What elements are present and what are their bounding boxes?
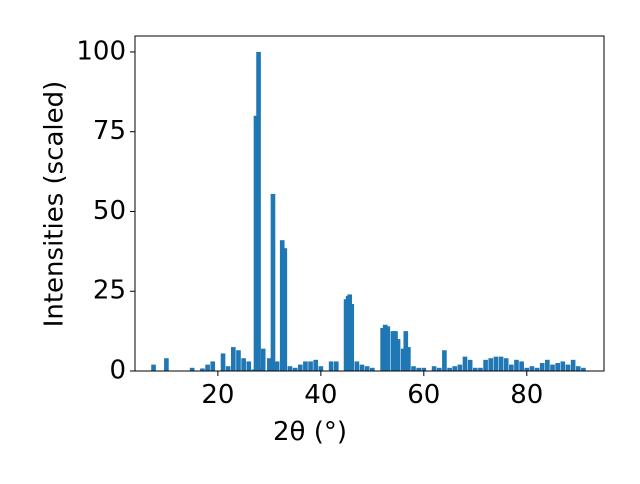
bar bbox=[333, 361, 339, 371]
bar bbox=[303, 361, 308, 371]
bar bbox=[560, 361, 566, 371]
bar bbox=[411, 366, 416, 371]
bar bbox=[313, 359, 319, 371]
bar bbox=[545, 359, 550, 371]
bar bbox=[393, 331, 398, 371]
bar bbox=[205, 364, 210, 371]
bar bbox=[452, 366, 458, 371]
bar bbox=[267, 358, 272, 371]
bar bbox=[457, 364, 463, 371]
bar bbox=[488, 358, 494, 371]
bar bbox=[359, 364, 365, 371]
bar bbox=[246, 361, 252, 371]
bar bbox=[349, 304, 355, 371]
bar bbox=[478, 367, 483, 371]
bar bbox=[509, 364, 514, 371]
bar bbox=[151, 364, 156, 371]
bar bbox=[462, 356, 468, 371]
x-tick-label: 80 bbox=[510, 380, 543, 410]
bar bbox=[318, 366, 324, 371]
x-tick-label: 40 bbox=[304, 380, 337, 410]
bar bbox=[503, 358, 509, 371]
bar bbox=[529, 366, 535, 371]
bar bbox=[570, 359, 576, 371]
bar bbox=[231, 347, 236, 371]
bar bbox=[498, 356, 504, 371]
bar bbox=[364, 366, 370, 371]
bar bbox=[421, 367, 427, 371]
bar bbox=[380, 327, 385, 371]
y-tick-label: 25 bbox=[93, 276, 126, 306]
y-axis-label: Intensities (scaled) bbox=[40, 81, 70, 328]
x-axis-label: 2θ (°) bbox=[273, 417, 347, 447]
bar bbox=[354, 361, 360, 371]
bar bbox=[514, 359, 519, 371]
bar bbox=[539, 363, 545, 371]
bar bbox=[519, 361, 524, 371]
y-tick-label: 100 bbox=[76, 36, 126, 66]
bar bbox=[385, 326, 391, 371]
bar bbox=[297, 364, 303, 371]
bar bbox=[274, 361, 280, 371]
bar bbox=[189, 367, 195, 371]
bar bbox=[256, 51, 261, 371]
bar bbox=[575, 366, 581, 371]
bar bbox=[395, 339, 401, 371]
bar bbox=[382, 324, 388, 371]
bar bbox=[467, 359, 473, 371]
bar bbox=[436, 367, 442, 371]
bar bbox=[472, 367, 478, 371]
bar bbox=[225, 366, 231, 371]
bar bbox=[403, 331, 409, 371]
bar bbox=[447, 367, 452, 371]
bar bbox=[406, 347, 411, 371]
bar bbox=[581, 367, 586, 371]
bar bbox=[493, 356, 499, 371]
y-tick-label: 0 bbox=[109, 356, 126, 386]
bar bbox=[282, 248, 288, 371]
bar bbox=[416, 367, 421, 371]
plot-frame bbox=[134, 35, 605, 372]
bar bbox=[308, 361, 313, 371]
bar bbox=[555, 363, 560, 371]
bar bbox=[370, 367, 375, 371]
bar bbox=[164, 358, 169, 371]
bar bbox=[200, 368, 205, 371]
bar bbox=[390, 331, 396, 371]
bar bbox=[220, 353, 226, 371]
bar bbox=[279, 240, 285, 371]
bar bbox=[442, 350, 447, 371]
bar bbox=[565, 364, 571, 371]
bar bbox=[270, 193, 276, 371]
x-tick-label: 60 bbox=[407, 380, 440, 410]
bar bbox=[328, 361, 334, 371]
bar bbox=[287, 366, 293, 371]
bar bbox=[241, 358, 246, 371]
bar bbox=[260, 348, 266, 371]
bar bbox=[253, 115, 259, 371]
bar bbox=[210, 361, 216, 371]
bar bbox=[431, 366, 437, 371]
y-tick-label: 75 bbox=[93, 116, 126, 146]
bar bbox=[236, 350, 241, 371]
bar bbox=[534, 367, 540, 371]
y-tick-label: 50 bbox=[93, 196, 126, 226]
bar bbox=[292, 367, 298, 371]
x-tick-label: 20 bbox=[201, 380, 234, 410]
bar bbox=[550, 364, 555, 371]
bar bbox=[524, 367, 530, 371]
bar bbox=[483, 359, 488, 371]
bar bbox=[400, 348, 406, 371]
